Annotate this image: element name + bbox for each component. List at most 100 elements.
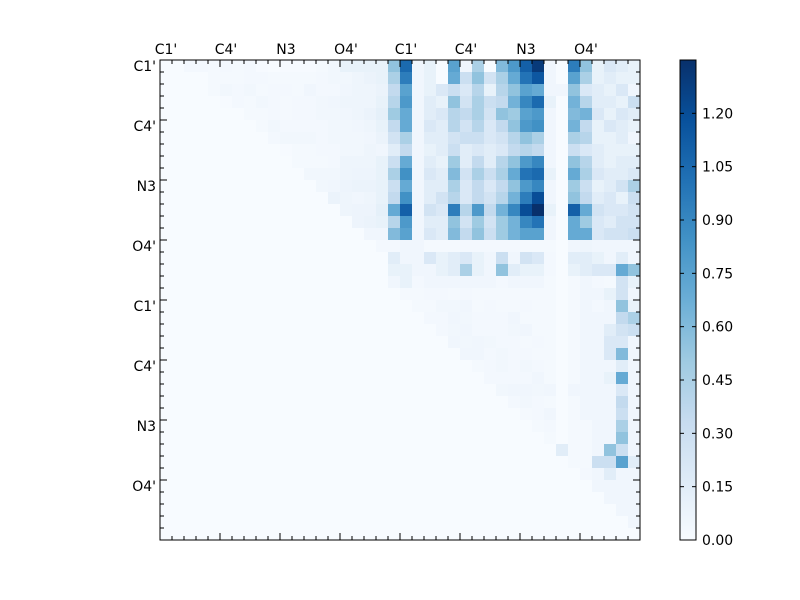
heatmap-cell: [304, 228, 317, 241]
heatmap-cell: [172, 252, 185, 265]
heatmap-cell: [448, 492, 461, 505]
heatmap-cell: [388, 252, 401, 265]
heatmap-cell: [472, 396, 485, 409]
heatmap-cell: [448, 120, 461, 133]
heatmap-cell: [388, 180, 401, 193]
heatmap-cell: [160, 324, 173, 337]
heatmap-cell: [496, 480, 509, 493]
heatmap-cell: [604, 492, 617, 505]
heatmap-cell: [316, 372, 329, 385]
heatmap-cell: [556, 72, 569, 85]
heatmap-cell: [304, 192, 317, 205]
heatmap-cell: [448, 348, 461, 361]
heatmap-cell: [376, 336, 389, 349]
heatmap-cell: [376, 408, 389, 421]
heatmap-cell: [580, 336, 593, 349]
heatmap-cell: [568, 348, 581, 361]
heatmap-cell: [304, 180, 317, 193]
heatmap-cell: [292, 252, 305, 265]
heatmap-cell: [448, 456, 461, 469]
heatmap-cell: [280, 300, 293, 313]
heatmap-cell: [160, 96, 173, 109]
heatmap-cell: [304, 300, 317, 313]
heatmap-cell: [172, 84, 185, 97]
heatmap-cell: [364, 300, 377, 313]
heatmap-cell: [448, 156, 461, 169]
heatmap-cell: [412, 408, 425, 421]
heatmap-cell: [556, 468, 569, 481]
heatmap-cell: [388, 144, 401, 157]
heatmap-cell: [232, 180, 245, 193]
heatmap-cell: [532, 336, 545, 349]
heatmap-cell: [628, 216, 641, 229]
heatmap-cell: [424, 120, 437, 133]
heatmap-cell: [208, 144, 221, 157]
heatmap-cell: [412, 324, 425, 337]
heatmap-cell: [340, 372, 353, 385]
heatmap-cell: [160, 204, 173, 217]
heatmap-cell: [268, 108, 281, 121]
heatmap-cell: [352, 504, 365, 517]
heatmap-cell: [364, 228, 377, 241]
heatmap-cell: [508, 276, 521, 289]
heatmap-cell: [352, 420, 365, 433]
heatmap-cell: [232, 168, 245, 181]
heatmap-cell: [472, 180, 485, 193]
colorbar-tick-label: 0.75: [702, 266, 733, 282]
heatmap-cell: [472, 144, 485, 157]
heatmap-cell: [424, 168, 437, 181]
heatmap-cell: [268, 252, 281, 265]
heatmap-cell: [472, 84, 485, 97]
heatmap-cell: [292, 348, 305, 361]
heatmap-cell: [412, 420, 425, 433]
heatmap-cell: [508, 432, 521, 445]
heatmap-cell: [256, 444, 269, 457]
heatmap-cell: [580, 372, 593, 385]
heatmap-cell: [424, 216, 437, 229]
heatmap-cell: [556, 132, 569, 145]
heatmap-cell: [580, 72, 593, 85]
heatmap-cell: [280, 456, 293, 469]
heatmap-cell: [400, 216, 413, 229]
heatmap-cell: [232, 240, 245, 253]
heatmap-cell: [532, 240, 545, 253]
heatmap-cell: [220, 60, 233, 73]
heatmap-cell: [376, 528, 389, 541]
heatmap-cell: [304, 372, 317, 385]
heatmap-cell: [472, 468, 485, 481]
heatmap-cell: [448, 132, 461, 145]
heatmap-cell: [256, 408, 269, 421]
heatmap-cell: [316, 252, 329, 265]
heatmap-cell: [196, 288, 209, 301]
heatmap-cell: [520, 528, 533, 541]
heatmap-cell: [292, 180, 305, 193]
heatmap-cell: [508, 504, 521, 517]
heatmap-cell: [316, 204, 329, 217]
heatmap-cell: [160, 180, 173, 193]
heatmap-cell: [472, 132, 485, 145]
heatmap-cell: [316, 228, 329, 241]
heatmap-cell: [568, 300, 581, 313]
heatmap-cell: [328, 324, 341, 337]
heatmap-cell: [364, 252, 377, 265]
heatmap-cell: [244, 240, 257, 253]
heatmap-cell: [496, 468, 509, 481]
heatmap-cell: [160, 420, 173, 433]
heatmap-cell: [232, 252, 245, 265]
heatmap-cell: [628, 396, 641, 409]
heatmap-cell: [556, 240, 569, 253]
heatmap-cell: [460, 264, 473, 277]
heatmap-cell: [604, 396, 617, 409]
heatmap-cell: [292, 264, 305, 277]
heatmap-cell: [256, 288, 269, 301]
heatmap-cell: [472, 480, 485, 493]
heatmap-cell: [604, 360, 617, 373]
heatmap-cell: [532, 228, 545, 241]
colorbar-gradient: [679, 59, 697, 541]
heatmap-cell: [568, 336, 581, 349]
heatmap-cell: [460, 192, 473, 205]
heatmap-cell: [412, 432, 425, 445]
heatmap-cell: [532, 252, 545, 265]
heatmap-cell: [208, 420, 221, 433]
y-tick-label: C4': [133, 359, 156, 375]
